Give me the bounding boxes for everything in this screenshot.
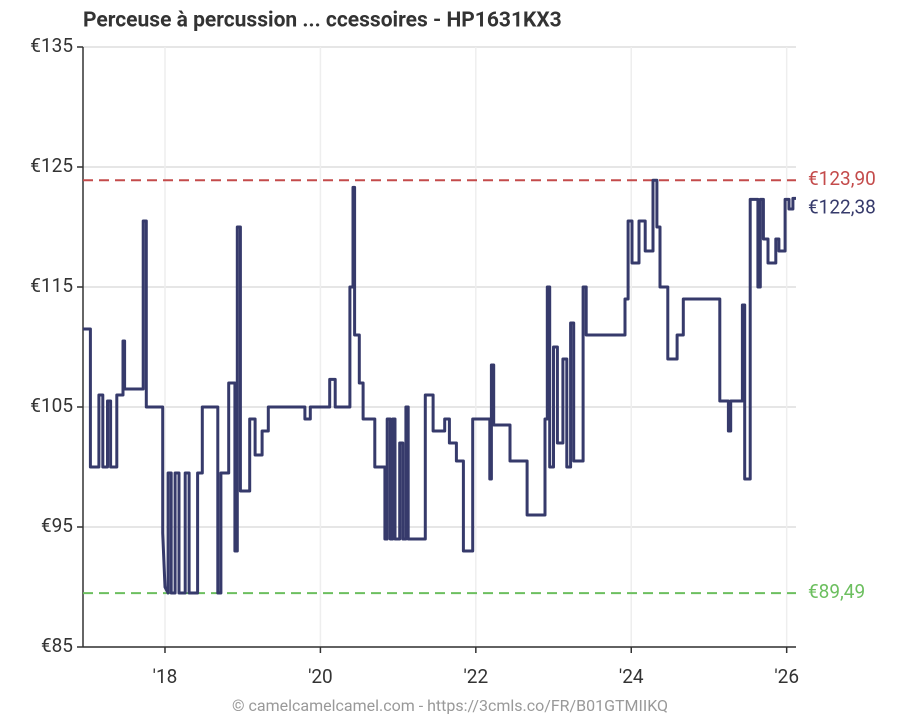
reference-label: €89,49 [808,580,865,603]
current-price-label: €122,38 [808,195,876,218]
price-line [83,178,796,595]
y-tick-label: €105 [30,394,73,417]
y-tick-label: €135 [30,34,73,57]
x-tick-label: '18 [153,665,178,688]
x-tick-label: '24 [619,665,644,688]
x-tick-label: '22 [463,665,488,688]
x-tick-label: '26 [774,665,799,688]
chart-title: Perceuse à percussion ... ccessoires - H… [83,9,562,33]
y-tick-label: €125 [30,154,73,177]
footer: © camelcamelcamel.com - https://3cmls.co… [232,696,668,715]
y-tick-label: €95 [41,514,73,537]
y-tick-label: €115 [30,274,73,297]
y-tick-label: €85 [41,634,73,657]
x-tick-label: '20 [308,665,333,688]
reference-label: €123,90 [808,167,876,190]
